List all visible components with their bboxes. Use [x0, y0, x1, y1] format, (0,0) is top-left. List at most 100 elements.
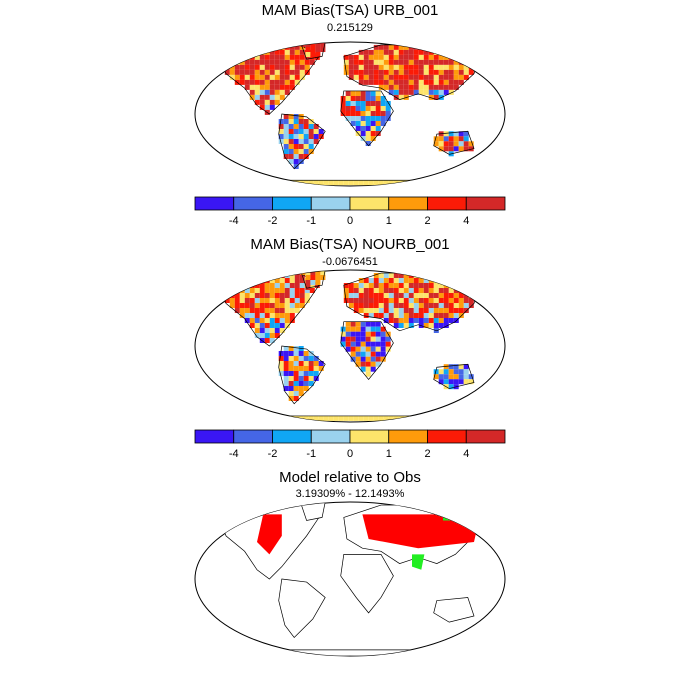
bias-cell: [433, 308, 439, 313]
bias-cell: [318, 134, 324, 139]
bias-cell: [388, 84, 394, 90]
bias-cell: [234, 283, 240, 288]
bias-cell: [393, 415, 399, 421]
bias-cell: [340, 336, 346, 342]
bias-cell: [433, 64, 439, 70]
bias-cell: [224, 64, 230, 70]
bias-cell: [368, 49, 374, 55]
bias-cell: [269, 49, 275, 55]
bias-cell: [423, 64, 429, 70]
bias-cell: [318, 415, 324, 421]
bias-cell: [353, 180, 359, 186]
bias-cell: [308, 361, 314, 366]
bias-cell: [308, 415, 314, 421]
bias-cell: [393, 59, 399, 65]
bias-cell: [380, 336, 386, 342]
bias-cell: [269, 278, 275, 283]
bias-cell: [380, 341, 386, 347]
bias-cell: [355, 346, 361, 352]
bias-cell: [418, 415, 424, 421]
bias-cell: [375, 126, 381, 131]
bias-cell: [368, 303, 374, 308]
bias-cell: [244, 49, 250, 55]
bias-cell: [303, 124, 309, 129]
bias-cell: [393, 308, 399, 313]
bias-cell: [370, 136, 376, 141]
bias-cell: [360, 111, 366, 116]
bias-cell: [368, 298, 374, 303]
bias-cell: [378, 64, 384, 70]
bias-cell: [355, 336, 361, 342]
bias-cell: [360, 341, 366, 347]
bias-cell: [303, 371, 309, 376]
bias-cell: [340, 96, 346, 101]
bias-cell: [453, 49, 459, 55]
bias-cell: [264, 328, 270, 333]
bias-cell: [438, 69, 444, 75]
bias-cell: [269, 79, 275, 85]
bias-cell: [254, 273, 260, 278]
bias-cell: [403, 278, 409, 283]
bias-cell: [403, 318, 409, 323]
bias-cell: [393, 79, 399, 85]
bias-cell: [403, 74, 409, 80]
bias-cell: [278, 371, 284, 376]
bias-cell: [363, 59, 369, 65]
bias-cell: [368, 180, 374, 186]
bias-cell: [294, 49, 300, 55]
bias-cell: [353, 298, 359, 303]
bias-cell: [380, 326, 386, 332]
bias-cell: [279, 318, 285, 323]
bias-cell: [463, 136, 469, 142]
bias-cell: [254, 64, 260, 70]
bias-cell: [453, 278, 459, 283]
bias-cell: [368, 308, 374, 313]
bias-cell: [254, 323, 260, 328]
bias-cell: [370, 121, 376, 126]
bias-cell: [375, 106, 381, 111]
bias-cell: [274, 64, 280, 70]
bias-cell: [254, 328, 260, 333]
bias-cell: [264, 283, 270, 288]
bias-cell: [375, 116, 381, 121]
bias-cell: [393, 84, 399, 90]
bias-cell: [219, 54, 225, 60]
bias-cell: [398, 308, 404, 313]
bias-cell: [433, 59, 439, 65]
bias-cell: [259, 303, 265, 308]
bias-cell: [269, 54, 275, 60]
bias-cell: [453, 374, 459, 380]
bias-cell: [269, 323, 275, 328]
bias-cell: [380, 346, 386, 352]
bias-cell: [375, 321, 381, 327]
bias-cell: [353, 303, 359, 308]
bias-cell: [309, 288, 315, 293]
bias-cell: [393, 288, 399, 293]
bias-cell: [264, 94, 270, 100]
bias-cell: [340, 111, 346, 116]
bias-cell: [298, 351, 304, 356]
bias-cell: [438, 293, 444, 298]
bias-cell: [375, 331, 381, 337]
bias-cell: [254, 333, 260, 338]
bias-cell: [353, 74, 359, 80]
bias-cell: [448, 374, 454, 380]
bias-cell: [224, 283, 230, 288]
bias-cell: [368, 283, 374, 288]
bias-cell: [239, 313, 245, 318]
bias-cell: [249, 94, 255, 100]
bias-cell: [259, 44, 265, 50]
bias-cell: [244, 79, 250, 85]
bias-cell: [348, 74, 354, 80]
bias-cell: [289, 54, 295, 60]
bias-cell: [418, 293, 424, 298]
bias-cell: [403, 44, 409, 50]
bias-cell: [274, 318, 280, 323]
bias-cell: [413, 303, 419, 308]
bias-cell: [443, 89, 449, 95]
bias-cell: [418, 69, 424, 75]
bias-cell: [363, 415, 369, 421]
bias-cell: [308, 371, 314, 376]
bias-cell: [219, 283, 225, 288]
bias-cell: [368, 313, 374, 318]
